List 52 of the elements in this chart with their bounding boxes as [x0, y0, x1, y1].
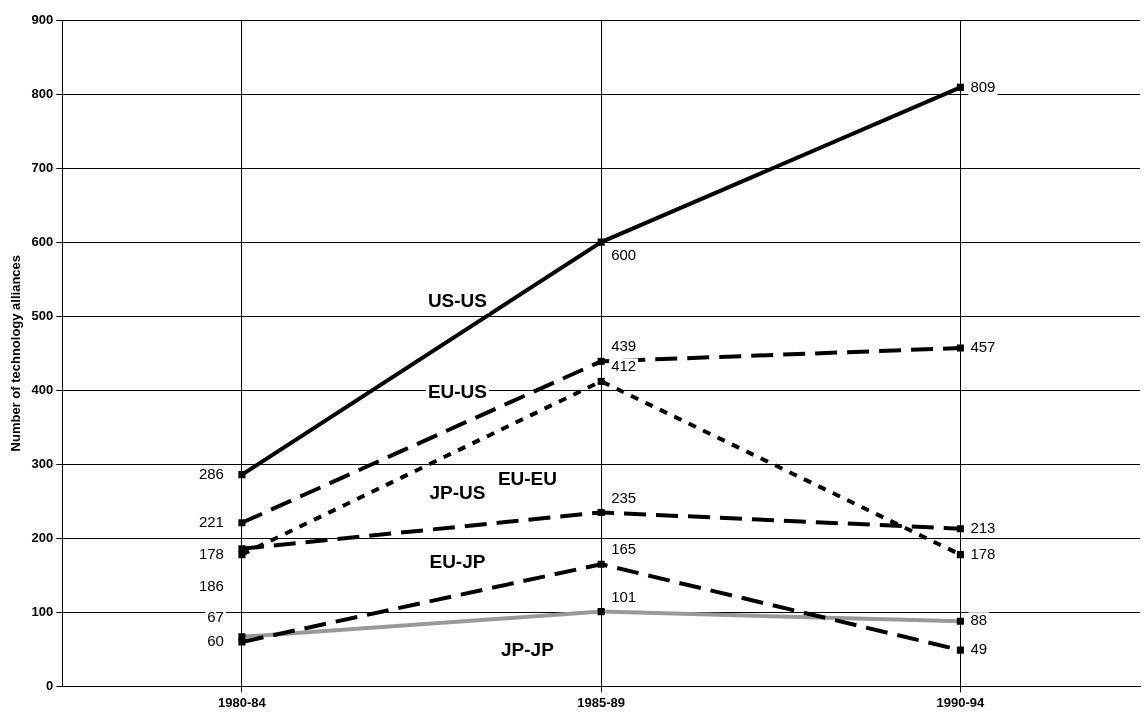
series-label: EU-EU — [497, 467, 558, 489]
data-label: 600 — [611, 246, 637, 264]
y-axis-title: Number of technology alliances — [8, 254, 24, 452]
point — [597, 508, 605, 516]
x-tick-label: 1990-94 — [936, 694, 985, 710]
y-tick-label: 400 — [31, 381, 54, 397]
point — [238, 519, 246, 527]
data-label: 67 — [207, 607, 224, 625]
y-tick-label: 800 — [31, 85, 54, 101]
x-tick-label: 1985-89 — [577, 694, 625, 710]
data-label: 457 — [970, 338, 996, 356]
data-label: 286 — [198, 464, 224, 482]
y-tick-label: 500 — [31, 307, 54, 323]
point — [238, 638, 246, 646]
data-label: 178 — [198, 544, 224, 562]
y-tick-label: 600 — [31, 233, 54, 249]
data-label: 165 — [611, 540, 637, 558]
data-label: 101 — [611, 587, 637, 605]
series-label: EU-US — [427, 381, 488, 403]
y-tick-label: 0 — [46, 677, 54, 693]
x-tick-label: 1980-84 — [218, 694, 267, 710]
y-tick-label: 300 — [31, 455, 54, 471]
y-tick-label: 100 — [31, 603, 54, 619]
data-label: 49 — [970, 640, 988, 658]
point — [956, 344, 964, 352]
data-label: 412 — [611, 357, 637, 375]
series-label: JP-JP — [501, 638, 555, 660]
data-label: 221 — [198, 512, 224, 530]
data-label: 178 — [970, 544, 996, 562]
series-label: US-US — [427, 290, 488, 312]
point — [597, 377, 605, 385]
data-label: 213 — [970, 518, 996, 536]
data-label: 60 — [207, 632, 224, 650]
data-label: 186 — [198, 576, 224, 594]
data-label: 235 — [611, 488, 637, 506]
point — [238, 471, 246, 479]
point — [956, 551, 964, 559]
point — [597, 560, 605, 568]
y-tick-label: 700 — [31, 159, 54, 175]
point — [597, 357, 605, 365]
point — [956, 83, 964, 91]
data-label: 88 — [970, 611, 988, 629]
data-label: 809 — [970, 77, 996, 95]
y-tick-label: 200 — [31, 529, 54, 545]
series-label: JP-US — [429, 482, 486, 504]
series-label: EU-JP — [429, 550, 486, 572]
point — [597, 238, 605, 246]
data-label: 439 — [611, 337, 637, 355]
point — [238, 551, 246, 559]
point — [956, 525, 964, 533]
point — [956, 646, 964, 654]
y-tick-label: 900 — [31, 11, 54, 27]
